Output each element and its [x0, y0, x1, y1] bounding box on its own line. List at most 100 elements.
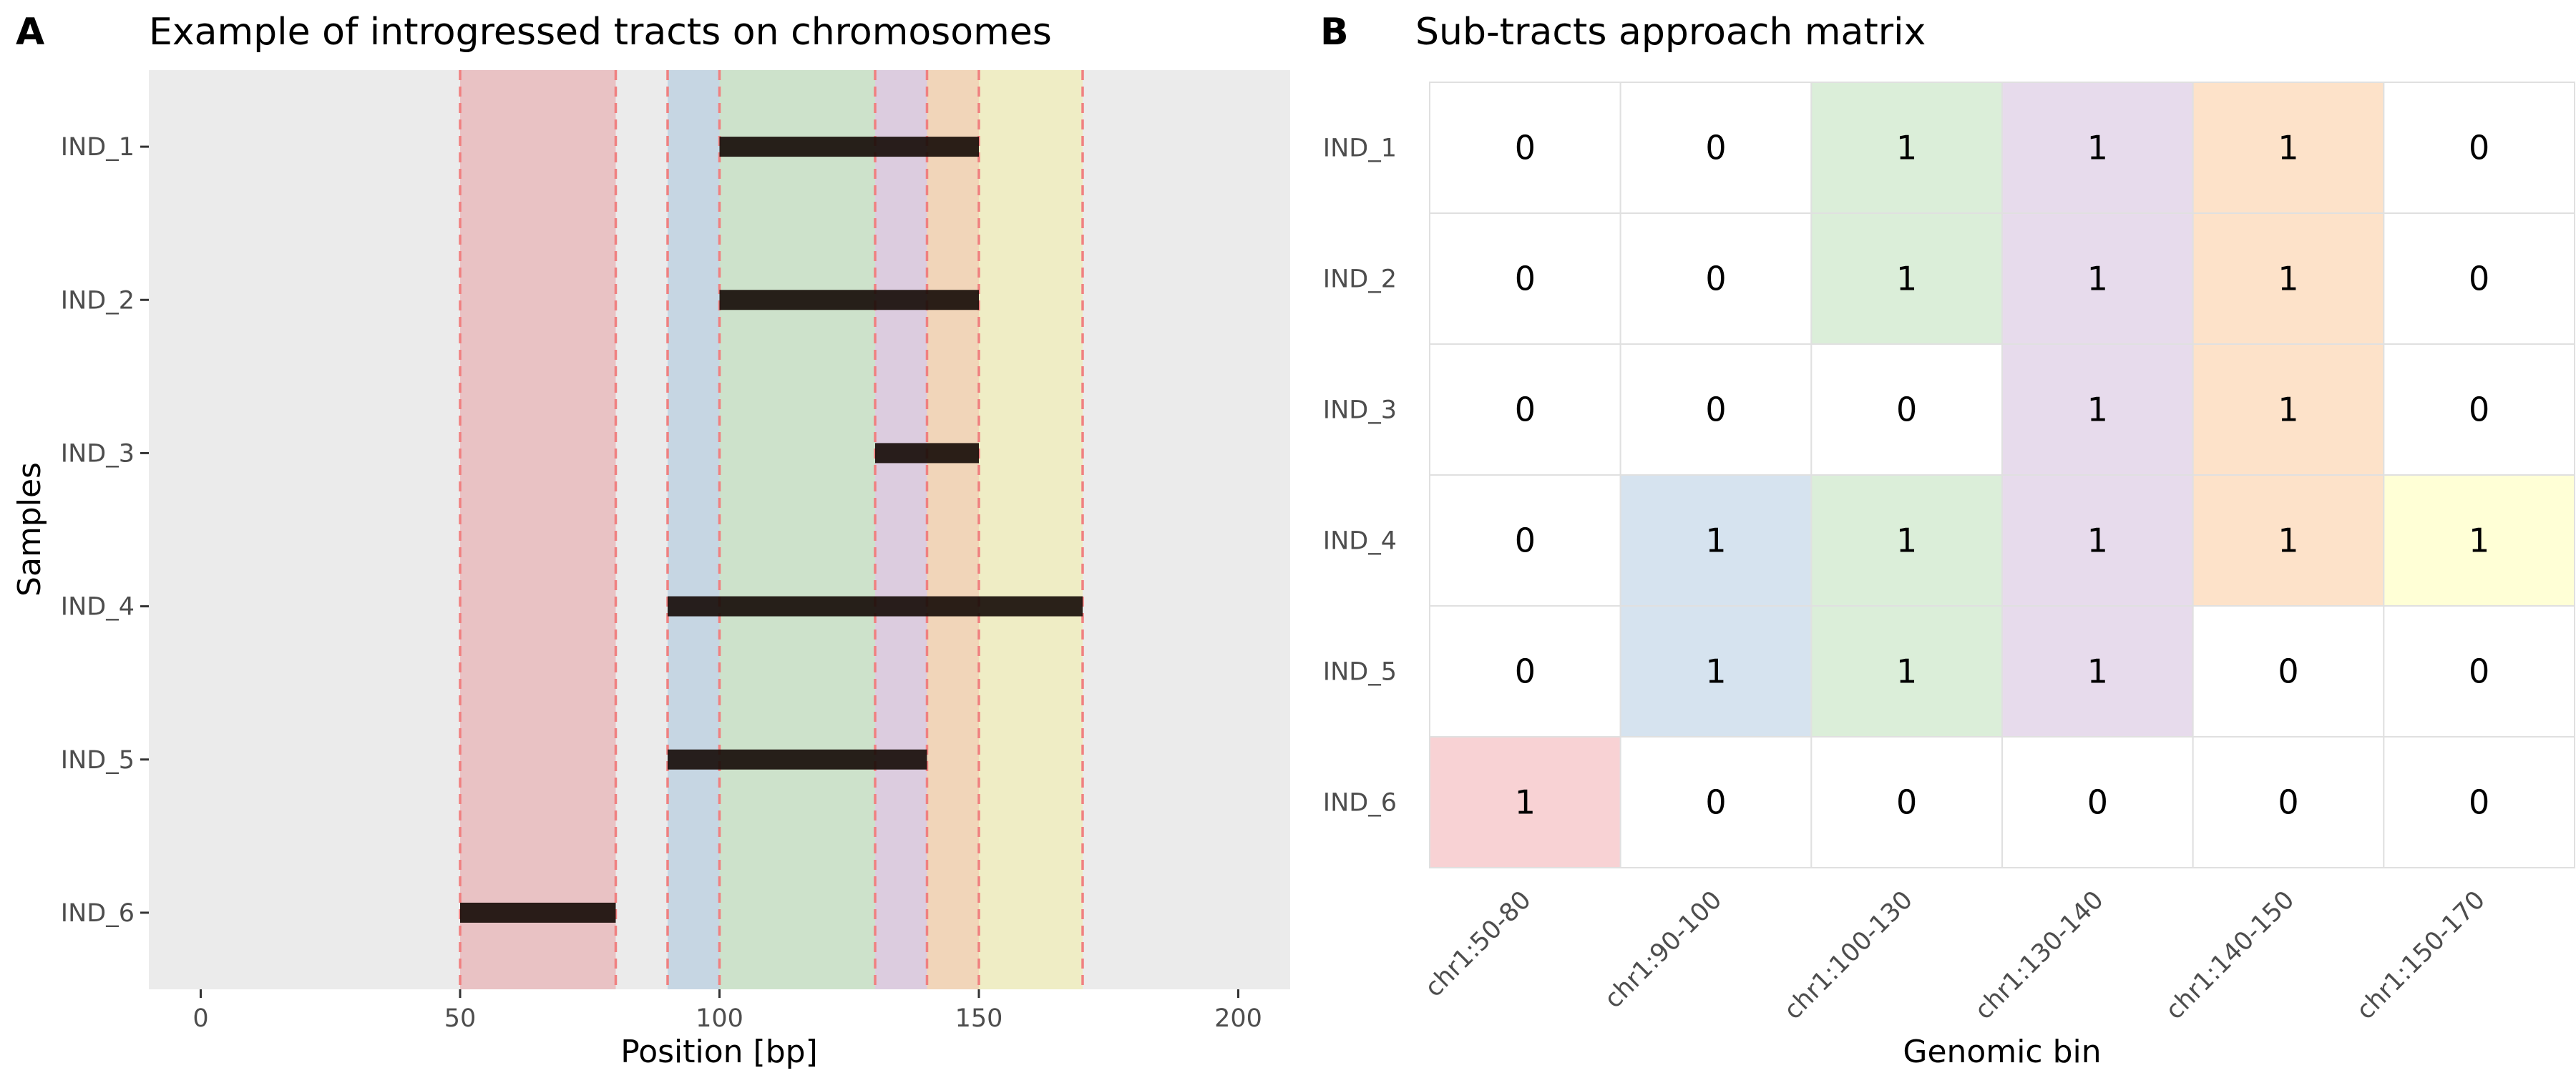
- bin-band-3: [875, 70, 927, 989]
- matrix-cell: [2001, 343, 2194, 476]
- matrix-row-label: IND_5: [1323, 658, 1397, 687]
- matrix-cell: [1429, 343, 1621, 476]
- tract-bar-IND_5: [668, 749, 927, 770]
- matrix-cell: [2192, 343, 2385, 476]
- tract-bar-IND_4: [668, 596, 1083, 617]
- matrix-cell-value: 1: [2278, 521, 2298, 560]
- panel-a-title: Example of introgressed tracts on chromo…: [149, 11, 1052, 54]
- bin-band-5: [979, 70, 1083, 989]
- matrix-cell: [1619, 212, 1813, 345]
- panel-a-letter: A: [16, 11, 44, 54]
- x-tick-label: 200: [1214, 1004, 1262, 1033]
- matrix-cell-value: 0: [1705, 260, 1726, 298]
- matrix-cell-value: 1: [1896, 129, 1917, 167]
- matrix-cell-value: 0: [2087, 783, 2108, 822]
- matrix-cell: [2001, 82, 2194, 214]
- tract-bar-IND_6: [460, 902, 616, 923]
- matrix-cell-value: 1: [1705, 652, 1726, 691]
- panel-b-title: Sub-tracts approach matrix: [1415, 11, 1926, 54]
- matrix-cell-value: 1: [2278, 129, 2298, 167]
- matrix-cell-value: 1: [2087, 391, 2108, 429]
- matrix-cell-value: 1: [2469, 521, 2489, 560]
- x-tick-label: 100: [696, 1004, 743, 1033]
- matrix-cell-value: 1: [1896, 652, 1917, 691]
- matrix-cell: [1619, 605, 1813, 738]
- panel-a-tracts-bars: [460, 137, 1083, 923]
- matrix-cell: [1810, 605, 2003, 738]
- matrix-cell-value: 0: [1515, 521, 1536, 560]
- matrix-cell-value: 0: [2469, 260, 2489, 298]
- matrix-column-label: chr1:50-80: [1420, 886, 1537, 1003]
- tract-bar-IND_2: [719, 290, 979, 310]
- tract-bar-IND_3: [875, 443, 979, 464]
- matrix-cell-value: 0: [2469, 783, 2489, 822]
- panel-b-column-labels: chr1:50-80 chr1:90-100 chr1:100-130 chr1:13…: [1420, 886, 2491, 1025]
- matrix-cell-value: 0: [1515, 129, 1536, 167]
- matrix-cell-value: 0: [2469, 129, 2489, 167]
- matrix-cell: [2383, 474, 2575, 607]
- matrix-cell: [2192, 82, 2385, 214]
- matrix-column-label: chr1:100-130: [1779, 886, 1918, 1025]
- matrix-column-label: chr1:130-140: [1969, 886, 2109, 1025]
- matrix-cell-value: 0: [2278, 652, 2298, 691]
- matrix-cell-value: 1: [2087, 521, 2108, 560]
- matrix-cell: [2192, 212, 2385, 345]
- matrix-column-label: chr1:150-170: [2351, 886, 2491, 1025]
- matrix-cell: [1810, 736, 2003, 868]
- y-tick-label: IND_6: [61, 899, 135, 928]
- bin-band-2: [719, 70, 875, 989]
- matrix-cell-value: 0: [1515, 391, 1536, 429]
- panel-a-x-axis-title: Position [bp]: [620, 1034, 818, 1070]
- matrix-cell-value: 0: [1705, 783, 1726, 822]
- matrix-cell: [2001, 736, 2194, 868]
- matrix-cell-value: 1: [2278, 260, 2298, 298]
- y-tick-label: IND_1: [61, 133, 135, 162]
- matrix-cell-value: 0: [1705, 391, 1726, 429]
- tract-bar-IND_1: [719, 137, 979, 157]
- matrix-cell-value: 1: [1896, 521, 1917, 560]
- matrix-cell-value: 0: [2469, 391, 2489, 429]
- matrix-cell-value: 0: [1515, 260, 1536, 298]
- matrix-cell-value: 1: [2087, 652, 2108, 691]
- matrix-column-label: chr1:140-150: [2160, 886, 2300, 1025]
- y-tick-label: IND_4: [61, 593, 135, 622]
- panel-b-x-axis-title: Genomic bin: [1903, 1034, 2101, 1070]
- matrix-cell: [2383, 82, 2575, 214]
- x-tick-label: 50: [444, 1004, 477, 1033]
- matrix-cell-value: 1: [1515, 783, 1536, 822]
- x-tick-label: 0: [192, 1004, 208, 1033]
- panel-a-bin-boundaries: [459, 70, 1084, 989]
- matrix-cell: [2192, 605, 2385, 738]
- matrix-cell-value: 0: [1705, 129, 1726, 167]
- matrix-column-label: chr1:90-100: [1599, 886, 1728, 1014]
- bin-band-1: [668, 70, 720, 989]
- matrix-row-label: IND_6: [1323, 789, 1397, 818]
- matrix-cell: [1810, 82, 2003, 214]
- matrix-cell-value: 1: [1705, 521, 1726, 560]
- panel-b-matrix: B Sub-tracts approach matrix 0 0 1 1 1 0 0 0 1 1 1…: [1320, 11, 2575, 1070]
- matrix-cell: [1429, 605, 1621, 738]
- x-tick-label: 150: [955, 1004, 1003, 1033]
- matrix-cell-value: 0: [1896, 783, 1917, 822]
- matrix-cell: [1810, 474, 2003, 607]
- y-tick-label: IND_3: [61, 439, 135, 468]
- matrix-row-label: IND_3: [1323, 396, 1397, 425]
- matrix-cell: [2383, 343, 2575, 476]
- matrix-cell-value: 0: [2469, 652, 2489, 691]
- y-tick-label: IND_5: [61, 746, 135, 775]
- matrix-cell-value: 0: [1896, 391, 1917, 429]
- matrix-cell: [2192, 474, 2385, 607]
- panel-a-bin-bands: [460, 70, 1083, 989]
- matrix-cell: [1810, 212, 2003, 345]
- matrix-cell: [2383, 605, 2575, 738]
- matrix-cell-value: 1: [2278, 391, 2298, 429]
- matrix-cell: [2001, 212, 2194, 345]
- matrix-cell-value: 1: [1896, 260, 1917, 298]
- panel-a-tracts: A Example of introgressed tracts on chro…: [11, 11, 1290, 1070]
- panel-a-y-axis-title: Samples: [11, 462, 48, 597]
- matrix-cell-value: 0: [1515, 652, 1536, 691]
- matrix-cell: [1810, 343, 2003, 476]
- matrix-cell: [2192, 736, 2385, 868]
- matrix-cell: [2383, 212, 2575, 345]
